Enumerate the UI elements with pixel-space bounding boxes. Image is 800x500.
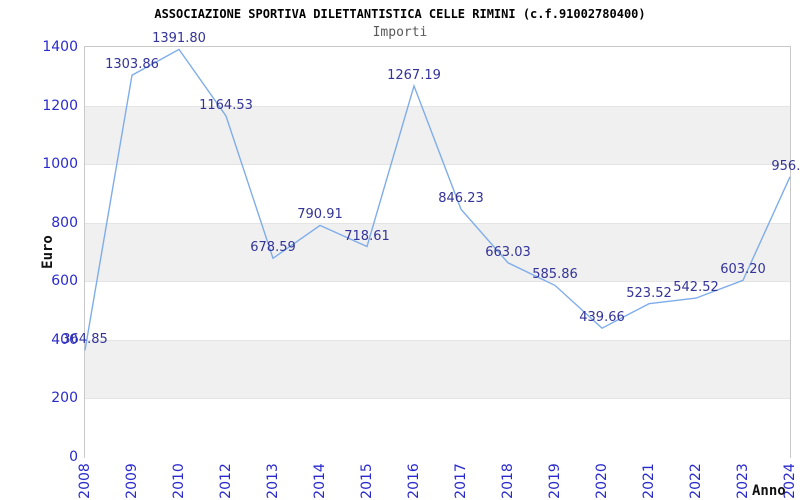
x-tick-label: 2022 [688,463,704,499]
x-tick-label: 2008 [77,463,93,499]
y-tick-label: 0 [69,449,78,465]
y-tick-label: 400 [51,331,78,348]
data-point-label: 790.91 [297,207,343,223]
plot-band [85,281,790,341]
y-axis-title: Euro [40,235,56,269]
plot-band [85,47,790,106]
x-tick-label: 2019 [547,463,563,499]
x-tick-label: 2017 [453,463,469,499]
data-point-label: 678.59 [250,240,296,256]
x-tick-label: 2010 [171,463,187,499]
line-chart-svg [84,48,791,351]
chart-title: ASSOCIAZIONE SPORTIVA DILETTANTISTICA CE… [154,7,646,21]
plot-band [85,339,790,400]
data-point-label: 603.20 [720,262,766,278]
data-point-label: 718.61 [344,228,390,244]
y-tick-label: 1200 [42,97,78,114]
data-point-label: 364.85 [62,332,108,348]
importi-line [84,48,791,351]
x-tick-label: 2018 [500,463,516,499]
plot-band [85,105,790,166]
y-tick-label: 800 [51,214,78,231]
x-tick-label: 2009 [124,463,140,499]
data-point-label: 585.86 [532,267,578,283]
data-point-label: 1267.19 [387,67,441,83]
data-point-label: 1164.53 [199,97,253,113]
plot-band [85,222,790,283]
x-tick-label: 2012 [218,463,234,499]
x-tick-label: 2021 [641,463,657,499]
x-tick-label: 2013 [265,463,281,499]
y-tick-label: 600 [51,273,78,290]
y-tick-label: 1400 [42,39,78,55]
data-point-label: 846.23 [438,191,484,207]
plot-band [85,398,790,458]
plot-band [85,164,790,224]
data-point-label: 523.52 [626,285,672,301]
x-tick-label: 2016 [406,463,422,499]
data-point-label: 663.03 [485,244,531,260]
chart-subtitle: Importi [372,25,428,40]
data-point-label: 439.66 [579,310,625,326]
plot-area: 364.85 1303.86 1391.80 1164.53 678.59 790.91 7… [62,32,800,458]
y-tick-label: 1000 [42,156,78,173]
x-tick-label: 2015 [359,463,375,499]
y-tick-label: 200 [51,390,78,407]
data-point-label: 542.52 [673,280,719,296]
x-tick-label: 2020 [594,463,610,499]
data-point-label: 1391.80 [152,31,206,47]
data-point-label: 1303.86 [105,57,159,73]
data-point-label: 956.9 [771,158,800,174]
x-axis-title: Anno [752,483,786,499]
x-tick-label: 2014 [312,463,328,499]
